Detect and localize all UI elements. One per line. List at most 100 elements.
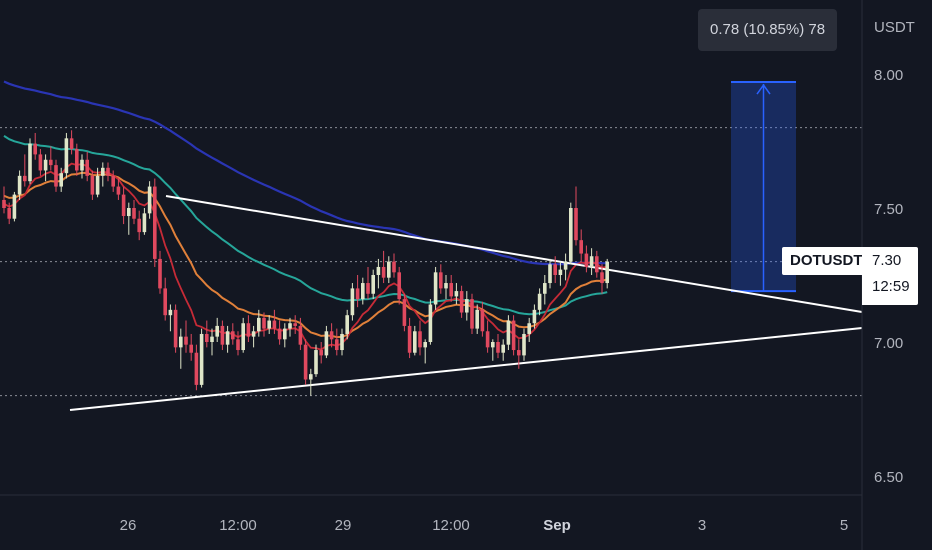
- symbol-label: DOTUSDT: [782, 247, 871, 275]
- candle: [366, 266, 370, 300]
- candle: [553, 256, 557, 284]
- candle: [480, 301, 485, 337]
- candle: [179, 328, 183, 369]
- candle: [345, 309, 349, 340]
- candle: [38, 149, 43, 176]
- candle-body: [293, 323, 297, 326]
- candle: [59, 167, 63, 192]
- candle: [413, 325, 417, 356]
- candle-body: [220, 325, 225, 345]
- candle: [496, 333, 500, 359]
- candle-body: [225, 331, 230, 345]
- candle-body: [251, 331, 256, 337]
- candle-body: [465, 299, 469, 313]
- candle: [194, 344, 199, 391]
- upper-trendline: [165, 195, 863, 313]
- candle-body: [69, 138, 74, 150]
- candle-body: [111, 175, 115, 187]
- candle-body: [381, 266, 386, 278]
- candle-body: [246, 323, 251, 337]
- candle-body: [288, 323, 292, 329]
- candle-body: [205, 333, 209, 342]
- candle-body: [522, 333, 526, 356]
- candle-body: [147, 186, 152, 214]
- candle: [210, 328, 214, 356]
- candle-body: [43, 159, 48, 171]
- candle-body: [501, 344, 505, 353]
- candle: [569, 202, 573, 265]
- candle-body: [272, 320, 277, 329]
- candle: [527, 317, 531, 342]
- candle: [517, 339, 521, 369]
- candle-body: [298, 325, 303, 345]
- time-axis[interactable]: 26 12:00 29 12:00 Sep 3 5: [120, 517, 849, 534]
- candle: [173, 304, 178, 353]
- candle: [548, 258, 552, 289]
- candle: [153, 178, 157, 267]
- candle: [418, 320, 422, 356]
- candle: [485, 320, 490, 353]
- candle: [69, 130, 74, 155]
- ma-slow-line: [3, 80, 608, 266]
- candle: [537, 288, 542, 316]
- candle-body: [314, 350, 318, 375]
- candle: [454, 283, 459, 305]
- candle: [433, 266, 438, 310]
- measurement-tooltip: 0.78 (10.85%) 78: [698, 9, 838, 51]
- candle-body: [95, 175, 100, 195]
- candle-body: [579, 240, 583, 254]
- candle: [449, 275, 453, 302]
- candle-body: [142, 213, 147, 233]
- candle-body: [189, 344, 193, 353]
- candle: [142, 208, 147, 235]
- candle: [241, 317, 245, 353]
- candle: [407, 317, 412, 359]
- candle: [184, 320, 188, 353]
- candle-body: [485, 331, 490, 348]
- candle-body: [153, 186, 157, 259]
- candle: [439, 264, 443, 294]
- candle-body: [80, 159, 84, 171]
- candle-body: [532, 309, 537, 324]
- candle-body: [444, 283, 448, 289]
- candle: [23, 154, 27, 187]
- candle: [267, 315, 271, 334]
- candle-body: [33, 143, 37, 155]
- candle: [329, 323, 334, 348]
- candle: [33, 132, 37, 160]
- candle: [428, 299, 433, 345]
- candle-body: [85, 159, 89, 176]
- trendlines: [69, 195, 863, 411]
- candle-body: [480, 309, 485, 332]
- last-price: 7.30: [872, 252, 902, 269]
- candle: [293, 315, 297, 334]
- candle: [532, 304, 537, 329]
- time-tick: 12:00: [219, 517, 257, 534]
- candle-body: [28, 143, 32, 182]
- time-tick: Sep: [543, 517, 571, 534]
- candle: [132, 199, 136, 225]
- last-price-label: 7.30 12:59: [862, 247, 918, 305]
- candle: [324, 325, 329, 359]
- candle-body: [558, 269, 563, 275]
- candle: [298, 317, 303, 351]
- candle: [49, 146, 53, 171]
- candle-body: [361, 283, 365, 300]
- candle: [335, 328, 339, 356]
- candle-body: [397, 272, 401, 300]
- candle-body: [355, 288, 360, 300]
- candle: [121, 186, 126, 225]
- measure-arrow-head: [756, 83, 771, 95]
- candle: [64, 132, 69, 179]
- candle: [563, 253, 568, 281]
- candle-body: [231, 331, 235, 340]
- chart-grid: [0, 127, 862, 397]
- candle: [371, 269, 375, 300]
- candle-body: [475, 309, 479, 329]
- candle: [7, 202, 11, 225]
- candle: [163, 277, 167, 321]
- candle: [309, 368, 313, 396]
- candle-body: [173, 309, 178, 348]
- price-axis[interactable]: 8.00 7.50 7.00 6.50: [874, 67, 903, 486]
